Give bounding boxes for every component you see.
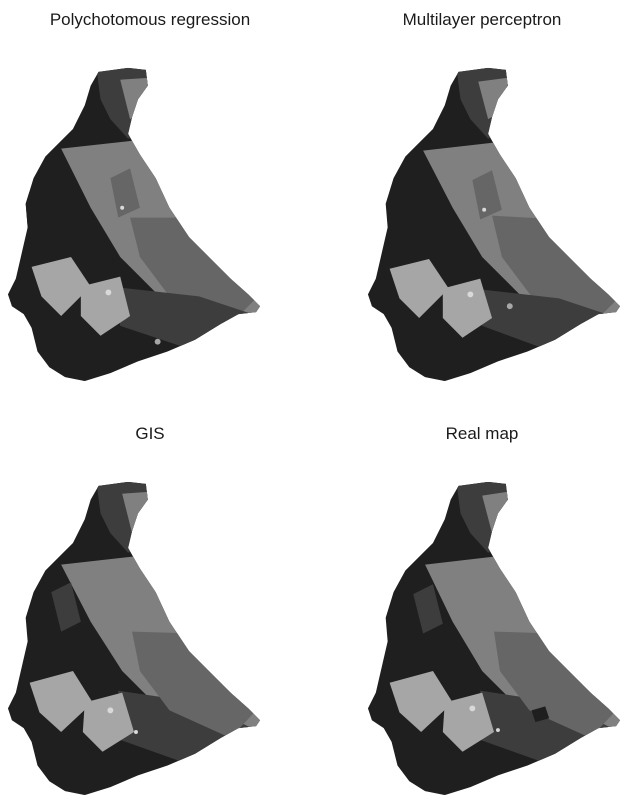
panel-title: Real map	[445, 424, 519, 443]
map-panel-polychotomous-regression: Polychotomous regression	[0, 0, 300, 390]
panel-title: Polychotomous regression	[49, 10, 251, 29]
map-panel-multilayer-perceptron: Multilayer perceptron	[360, 0, 623, 390]
map-panel-real-map: Real map	[360, 414, 623, 804]
classified-map	[367, 481, 621, 796]
map-panel-gis: GIS	[0, 414, 300, 804]
classified-map	[7, 481, 261, 796]
panel-title: GIS	[135, 424, 165, 443]
classified-map	[7, 67, 261, 382]
classified-map	[367, 67, 621, 382]
panel-title: Multilayer perceptron	[402, 10, 562, 29]
